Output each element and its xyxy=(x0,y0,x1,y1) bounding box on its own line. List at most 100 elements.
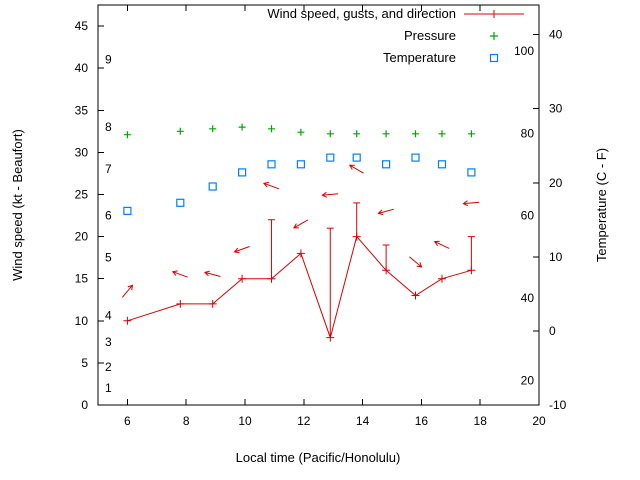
left-tick-label: 20 xyxy=(75,230,89,244)
wind-speed-line xyxy=(127,235,472,340)
wind-speed-series xyxy=(123,202,476,342)
beaufort-scale-label: 5 xyxy=(105,251,112,265)
right-axis-label: Temperature (C - F) xyxy=(594,148,609,262)
beaufort-scale-label: 4 xyxy=(105,309,112,323)
pressure-point xyxy=(382,130,390,138)
right-tick-label: 30 xyxy=(549,102,563,116)
pressure-point xyxy=(438,130,446,138)
left-tick-label: 40 xyxy=(75,61,89,75)
temperature-point xyxy=(238,168,247,177)
temperature-point xyxy=(123,206,132,215)
fahrenheit-scale-label: 80 xyxy=(521,126,535,140)
wind-speed-point xyxy=(208,299,217,308)
left-axis-label: Wind speed (kt - Beaufort) xyxy=(10,129,25,281)
wind-speed-point xyxy=(326,333,335,342)
fahrenheit-scale-label: 40 xyxy=(521,291,535,305)
x-tick-label: 10 xyxy=(238,414,252,428)
pressure-point xyxy=(176,127,184,135)
wind-direction-arrow xyxy=(409,256,423,268)
pressure-point xyxy=(209,125,217,133)
fahrenheit-scale-label: 20 xyxy=(521,373,535,387)
wind-direction-arrow xyxy=(203,270,221,277)
fahrenheit-scale-label: 60 xyxy=(521,209,535,223)
pressure-point xyxy=(353,130,361,138)
temperature-series xyxy=(123,153,476,215)
wind-direction-arrow xyxy=(233,246,250,254)
left-tick-label: 30 xyxy=(75,145,89,159)
fahrenheit-scale-label: 100 xyxy=(514,44,534,58)
left-tick-label: 10 xyxy=(75,314,89,328)
axis-ticks: 6 8 10 12 14 16 18 20051015202530354045-1001020… xyxy=(75,5,567,428)
wind-speed-point xyxy=(352,232,361,241)
right-tick-label: 0 xyxy=(549,324,556,338)
temperature-point xyxy=(267,160,276,169)
wind-direction-arrow xyxy=(121,284,134,298)
legend-pressure-label: Pressure xyxy=(404,28,456,43)
legend-temperature-label: Temperature xyxy=(383,50,456,65)
legend-temperature-marker xyxy=(489,53,499,63)
pressure-series xyxy=(123,123,475,139)
x-tick-label: 20 xyxy=(532,414,546,428)
beaufort-scale-label: 3 xyxy=(105,335,112,349)
left-tick-label: 15 xyxy=(75,272,89,286)
wind-speed-point xyxy=(176,299,185,308)
right-tick-label: 40 xyxy=(549,28,563,42)
temperature-point xyxy=(208,182,217,191)
right-tick-label: 10 xyxy=(549,250,563,264)
x-tick-label: 18 xyxy=(474,414,488,428)
x-axis-label: Local time (Pacific/Honolulu) xyxy=(236,450,401,465)
wind-direction-arrow xyxy=(462,200,480,207)
right-tick-label: -10 xyxy=(549,398,567,412)
pressure-point xyxy=(412,130,419,138)
wind-direction-arrow xyxy=(171,270,188,278)
pressure-point xyxy=(467,130,475,138)
wind-speed-point xyxy=(296,249,305,258)
wind-direction-arrow xyxy=(321,191,339,198)
wind-speed-point xyxy=(238,274,247,283)
wind-direction-arrow xyxy=(293,219,309,229)
beaufort-scale-label: 8 xyxy=(105,120,112,134)
legend-wind-label: Wind speed, gusts, and direction xyxy=(267,6,456,21)
beaufort-scale-label: 2 xyxy=(105,360,112,374)
left-tick-label: 25 xyxy=(75,187,89,201)
data-series xyxy=(121,123,480,342)
x-tick-label: 6 xyxy=(124,414,131,428)
wind-direction-arrow xyxy=(433,240,450,249)
temperature-point xyxy=(382,160,391,169)
temperature-point xyxy=(296,160,305,169)
legend-wind-marker xyxy=(464,10,524,18)
left-tick-label: 5 xyxy=(81,356,88,370)
x-tick-label: 12 xyxy=(297,414,311,428)
wind-direction-arrow xyxy=(348,164,364,174)
legend: Wind speed, gusts, and direction Pressur… xyxy=(267,6,524,65)
x-tick-label: 8 xyxy=(183,414,190,428)
temperature-point xyxy=(176,198,185,207)
temperature-point xyxy=(437,160,447,169)
temperature-point xyxy=(326,153,335,162)
beaufort-scale-label: 7 xyxy=(105,162,112,176)
beaufort-scale-label: 6 xyxy=(105,209,112,223)
pressure-point xyxy=(238,123,246,131)
wind-speed-point xyxy=(267,274,276,283)
wind-direction-arrows xyxy=(121,164,480,298)
pressure-point xyxy=(297,128,305,136)
wind-direction-arrow xyxy=(377,208,394,216)
right-tick-label: 20 xyxy=(549,176,563,190)
left-tick-label: 45 xyxy=(75,19,89,33)
wind-speed-point xyxy=(438,274,446,283)
wind-speed-point xyxy=(411,291,420,300)
wind-speed-point xyxy=(382,266,391,275)
legend-pressure-marker xyxy=(490,32,498,40)
x-tick-label: 16 xyxy=(415,414,429,428)
wind-direction-arrow xyxy=(262,181,280,190)
temperature-point xyxy=(411,153,420,162)
pressure-point xyxy=(123,131,131,139)
plot-border xyxy=(97,4,540,406)
temperature-point xyxy=(352,153,361,162)
beaufort-scale-label: 1 xyxy=(105,381,112,395)
wind-speed-point xyxy=(123,316,132,325)
pressure-point xyxy=(326,130,334,138)
wind-speed-point xyxy=(467,266,476,275)
